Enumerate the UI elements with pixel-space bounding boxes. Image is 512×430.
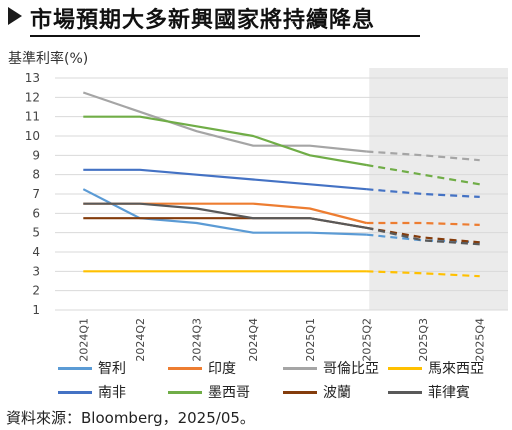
forecast-region (369, 68, 508, 310)
legend-label: 智利 (98, 361, 126, 377)
y-tick-label: 6 (32, 206, 40, 220)
x-tick-label: 2024Q3 (191, 318, 204, 362)
y-tick-label: 9 (32, 148, 40, 162)
legend-swatch (58, 391, 92, 394)
y-tick-label: 5 (32, 226, 40, 240)
y-tick-label: 4 (32, 245, 40, 259)
series-line-智利 (82, 188, 367, 236)
y-tick-label: 1 (32, 303, 40, 317)
series-line-南非 (83, 168, 367, 191)
legend-swatch (58, 367, 92, 370)
legend-swatch (283, 391, 317, 394)
y-tick-label: 12 (25, 90, 40, 104)
x-tick-label: 2025Q2 (360, 318, 373, 362)
title-underline (30, 35, 420, 37)
y-tick-label: 10 (25, 129, 40, 143)
legend-label: 波蘭 (323, 385, 351, 401)
x-tick-label: 2024Q4 (247, 318, 260, 362)
arrow-right-icon (8, 7, 22, 25)
y-axis-label: 基準利率(%) (8, 51, 89, 67)
series-forecast-line-馬來西亞 (366, 270, 480, 278)
series-forecast-line-印度 (366, 221, 480, 226)
source-note: 資料來源：Bloomberg，2025/05。 (6, 409, 255, 427)
series-forecast-line-哥倫比亞 (366, 150, 480, 162)
legend-label: 哥倫比亞 (323, 361, 379, 377)
x-tick-label: 2025Q4 (474, 318, 487, 362)
legend-label: 南非 (98, 385, 126, 401)
y-tick-label: 11 (25, 110, 40, 124)
series-forecast-line-南非 (366, 188, 480, 198)
x-tick-label: 2024Q1 (77, 318, 90, 362)
legend-swatch (168, 367, 202, 370)
series-line-菲律賓 (83, 202, 367, 229)
legend-swatch (388, 391, 422, 394)
legend-label: 印度 (208, 361, 236, 377)
chart-legend: 智利 印度 哥倫比亞 馬來西亞南非 墨西哥 波蘭 菲律賓 (58, 358, 508, 402)
y-tick-label: 2 (32, 284, 40, 298)
legend-swatch (283, 367, 317, 370)
legend-swatch (168, 391, 202, 394)
y-tick-label: 13 (25, 71, 40, 85)
page-title: 市場預期大多新興國家將持續降息 (30, 8, 376, 33)
legend-label: 馬來西亞 (428, 361, 484, 377)
y-tick-label: 8 (32, 168, 40, 182)
x-tick-label: 2024Q2 (134, 318, 147, 362)
y-tick-label: 7 (32, 187, 40, 201)
page-title-row: 市場預期大多新興國家將持續降息 (4, 2, 424, 37)
legend-swatch (388, 367, 422, 370)
series-line-哥倫比亞 (82, 91, 367, 153)
x-tick-label: 2025Q3 (417, 318, 430, 362)
y-tick-label: 3 (32, 264, 40, 278)
legend-label: 菲律賓 (428, 385, 470, 401)
x-tick-label: 2025Q1 (304, 318, 317, 362)
legend-label: 墨西哥 (208, 385, 250, 401)
series-line-墨西哥 (83, 115, 367, 167)
series-forecast-line-智利 (366, 233, 480, 244)
